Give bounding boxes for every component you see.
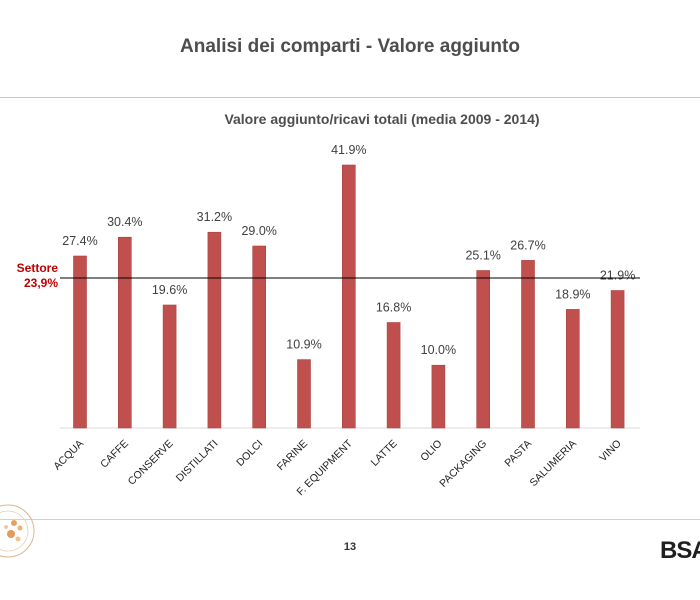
bar-salumeria [565, 309, 580, 429]
category-label: PASTA [502, 438, 534, 470]
data-label: 26.7% [510, 238, 545, 252]
category-label: SALUMERIA [528, 438, 579, 489]
brand-logo: BSA [660, 537, 700, 564]
settore-label: Settore [17, 261, 59, 275]
data-label: 18.9% [555, 287, 590, 301]
bar-f-equipment [341, 164, 356, 429]
category-label: OLIO [418, 438, 444, 464]
bar-latte [386, 322, 401, 429]
data-label: 16.8% [376, 301, 411, 315]
bar-packaging [476, 270, 491, 429]
seal-logo-icon [0, 504, 35, 558]
data-label: 10.9% [286, 338, 321, 352]
bar-acqua [73, 255, 87, 429]
slide-title: Analisi dei comparti - Valore aggiunto [180, 36, 520, 57]
bar-dolci [252, 245, 266, 429]
bar-vino [610, 290, 625, 429]
chart-title: Valore aggiunto/ricavi totali (media 200… [224, 111, 539, 127]
bar-pasta [521, 260, 535, 429]
category-label: DOLCI [234, 438, 265, 469]
data-label: 25.1% [465, 249, 500, 263]
top-divider [0, 97, 700, 98]
data-label: 31.2% [197, 210, 232, 224]
category-label: CONSERVE [126, 438, 176, 488]
category-label: LATTE [369, 438, 400, 469]
bar-caffe [118, 236, 132, 429]
footer-divider [0, 519, 700, 520]
category-label: DISTILLATI [174, 438, 221, 485]
category-label: PACKAGING [437, 438, 489, 490]
data-label: 41.9% [331, 143, 366, 157]
category-label: FARINE [275, 438, 310, 473]
data-label: 27.4% [62, 234, 97, 248]
bar-distillati [207, 231, 222, 429]
page-number: 13 [343, 541, 357, 553]
category-label: ACQUA [51, 438, 86, 473]
bar-chart: Valore aggiunto/ricavi totali (media 200… [17, 111, 640, 498]
bar-conserve [162, 304, 177, 429]
bar-farine [297, 359, 311, 429]
data-label: 29.0% [241, 224, 276, 238]
bar-olio [431, 364, 446, 429]
data-label: 19.6% [152, 283, 187, 297]
data-label: 30.4% [107, 215, 142, 229]
data-label: 10.0% [421, 343, 456, 357]
settore-value-label: 23,9% [24, 276, 58, 290]
category-label: CAFFE [98, 438, 131, 471]
data-label: 21.9% [600, 269, 635, 283]
category-label: VINO [597, 438, 624, 465]
